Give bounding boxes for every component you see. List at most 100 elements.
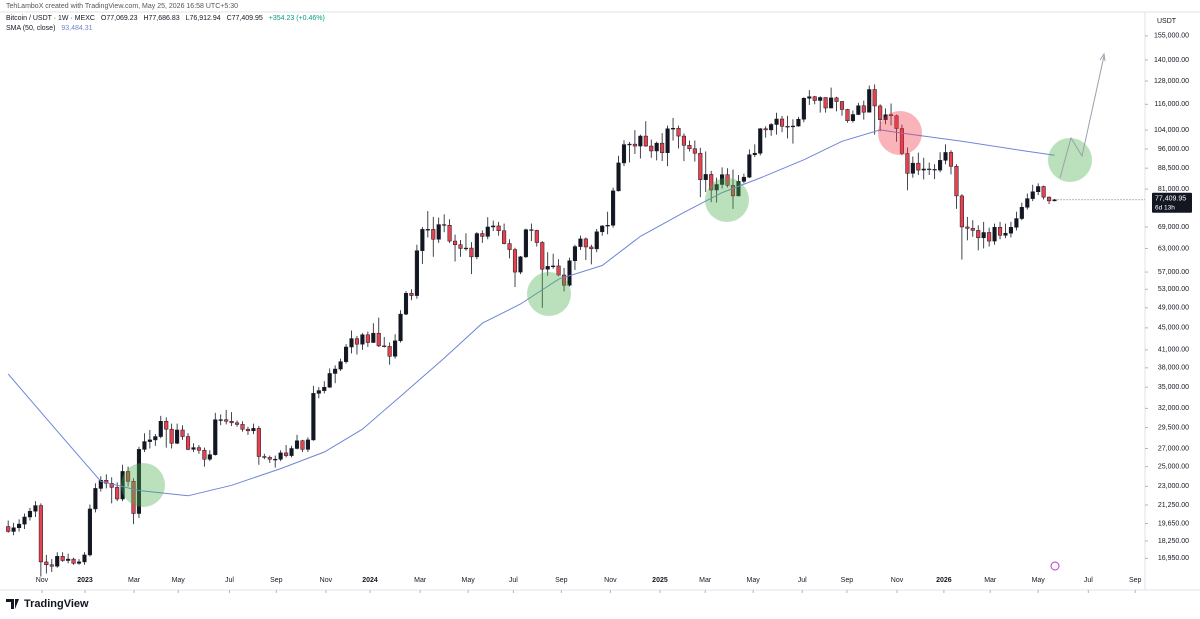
x-tick-label: 2024 <box>362 577 378 584</box>
candle-body <box>87 508 92 556</box>
candle-body <box>676 128 681 137</box>
candle-body <box>409 293 414 296</box>
candle-body <box>131 481 136 514</box>
x-tick-label: Mar <box>414 577 427 584</box>
candle-body <box>436 224 441 240</box>
symbol-legend: Bitcoin / USDT · 1W · MEXC O77,069.23 H7… <box>6 15 329 22</box>
candle-body <box>747 154 752 178</box>
candle-body <box>393 340 398 357</box>
candle-body <box>681 135 686 146</box>
candle-body <box>845 109 850 121</box>
countdown-label: 6d 13h <box>1155 205 1175 212</box>
candle-body <box>27 510 33 518</box>
candle-body <box>425 229 430 231</box>
candle-body <box>938 160 943 171</box>
currency-label: USDT <box>1157 18 1177 25</box>
candle-body <box>11 527 16 532</box>
candle-body <box>752 152 757 155</box>
candle-body <box>899 128 904 154</box>
candle-body <box>474 233 479 258</box>
price-tag-box <box>1152 192 1192 213</box>
candle-body <box>540 242 545 270</box>
candle-body <box>218 419 223 421</box>
candle-body <box>730 185 736 197</box>
y-tick-label: 140,000.00 <box>1154 57 1189 64</box>
x-tick-label: Jul <box>225 577 234 584</box>
candle-body <box>485 226 490 237</box>
candle-body <box>556 265 561 276</box>
candle-body <box>502 230 507 244</box>
y-tick-label: 25,000.00 <box>1158 463 1189 470</box>
candle-body <box>376 332 381 347</box>
candle-body <box>469 247 474 258</box>
candle-body <box>643 135 648 147</box>
candle-body <box>910 162 915 174</box>
candle-body <box>589 246 594 250</box>
candle-body <box>49 564 54 567</box>
candle-body <box>251 428 256 432</box>
candle-body <box>943 152 948 161</box>
y-tick-label: 81,000.00 <box>1158 186 1189 193</box>
x-tick-label: May <box>1032 577 1046 584</box>
candle-body <box>1025 198 1030 208</box>
ohlc-open: O77,069.23 <box>100 15 138 22</box>
candle-body <box>1052 199 1057 202</box>
candle-body <box>1036 186 1041 192</box>
y-tick-label: 45,000.00 <box>1158 325 1189 332</box>
candle-body <box>621 144 627 164</box>
x-tick-label: Mar <box>699 577 712 584</box>
projection-arrowhead <box>1099 52 1106 62</box>
candle-body <box>202 449 207 460</box>
candle-body <box>322 386 327 391</box>
candle-body <box>273 458 278 461</box>
candle-body <box>883 114 888 120</box>
candle-body <box>235 422 240 425</box>
candle-body <box>758 128 763 154</box>
candle-body <box>153 436 158 441</box>
candle-body <box>839 101 845 110</box>
candle-body <box>289 448 294 456</box>
marks <box>6 84 1057 577</box>
candle-body <box>147 439 152 442</box>
candle-body <box>196 447 201 451</box>
y-tick-label: 19,650.00 <box>1158 520 1189 527</box>
candle-body <box>294 440 300 449</box>
credit-line: TehLamboX created with TradingView.com, … <box>6 3 238 10</box>
y-tick-label: 96,000.00 <box>1158 146 1189 153</box>
sma-value: 93,484.31 <box>61 25 93 32</box>
candle-body <box>180 429 185 437</box>
candle-body <box>670 128 676 130</box>
x-tick-label: Jul <box>509 577 518 584</box>
candle-body <box>496 225 501 232</box>
candle-body <box>534 230 539 243</box>
y-tick-label: 18,250.00 <box>1158 538 1189 545</box>
y-tick-label: 69,000.00 <box>1158 224 1189 231</box>
candle-body <box>453 240 458 245</box>
candle-body <box>611 190 616 226</box>
ohlc-high: H77,686.83 <box>143 15 180 22</box>
candle-body <box>649 145 654 152</box>
x-tick-label: Jul <box>1084 577 1093 584</box>
candle-body <box>1003 232 1008 236</box>
candle-body <box>136 449 142 514</box>
candle-body <box>338 361 343 370</box>
candle-body <box>774 118 779 125</box>
candle-body <box>6 526 11 532</box>
x-tick-label: 2023 <box>77 577 93 584</box>
candle-body <box>916 162 921 171</box>
candle-body <box>987 232 992 242</box>
candle-body <box>284 452 289 456</box>
y-tick-label: 27,000.00 <box>1158 445 1189 452</box>
candle-body <box>185 436 191 450</box>
x-tick-label: Nov <box>36 577 49 584</box>
candle-body <box>551 265 556 267</box>
symbol-name: Bitcoin / USDT · 1W · MEXC <box>6 15 95 22</box>
candle-body <box>698 152 703 180</box>
y-tick-label: 155,000.00 <box>1154 33 1189 40</box>
candle-body <box>115 487 120 500</box>
y-tick-label: 104,000.00 <box>1154 127 1189 134</box>
x-tick-label: May <box>747 577 761 584</box>
y-tick-label: 57,000.00 <box>1158 269 1189 276</box>
candle-body <box>562 274 567 286</box>
